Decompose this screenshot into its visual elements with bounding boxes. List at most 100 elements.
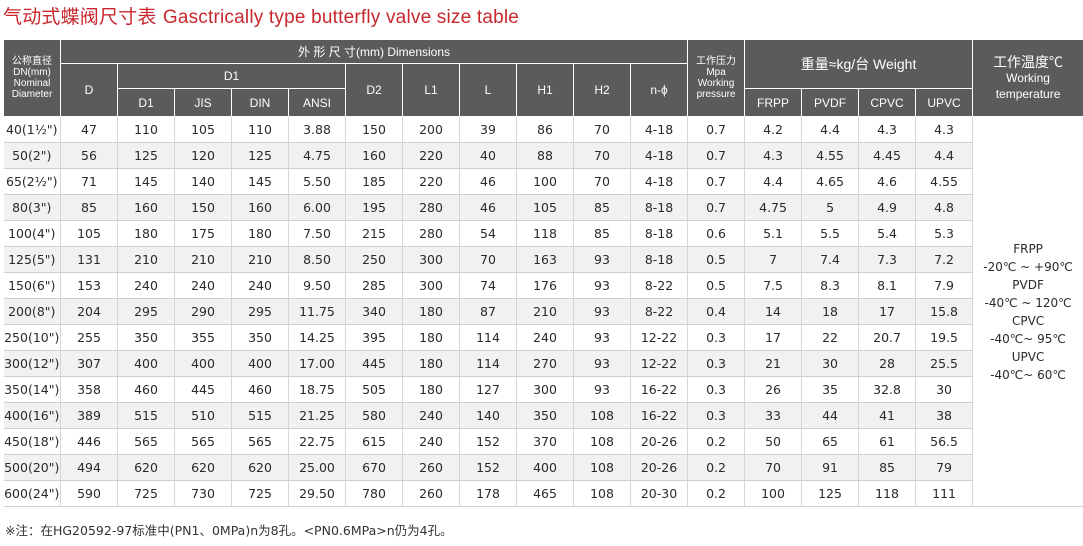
title-cn: 气动式蝶阀尺寸表 xyxy=(3,6,157,28)
table-cell: 5.5 xyxy=(801,220,860,247)
table-cell: 22.75 xyxy=(288,428,346,455)
table-cell: 300 xyxy=(516,376,574,403)
table-cell: 4.65 xyxy=(801,168,860,195)
temperature-line: PVDF xyxy=(1012,277,1044,292)
table-cell: 152 xyxy=(459,428,517,455)
table-cell: 5 xyxy=(801,194,860,221)
table-cell: 5.1 xyxy=(744,220,803,247)
table-cell: 4.4 xyxy=(915,142,974,169)
table-cell: 88 xyxy=(516,142,574,169)
table-cell: 41 xyxy=(858,402,917,429)
table-cell: 100 xyxy=(516,168,574,195)
table-cell: 19.5 xyxy=(915,324,974,351)
table-cell: 11.75 xyxy=(288,298,346,325)
header-dn-en1: DN(mm) xyxy=(13,67,51,78)
table-cell: 17 xyxy=(858,298,917,325)
page-title: 气动式蝶阀尺寸表 Gasctrically type butterfly val… xyxy=(3,3,519,31)
table-cell: 100 xyxy=(744,480,803,507)
table-cell: 17.00 xyxy=(288,350,346,377)
header-d1-group: D1 xyxy=(117,63,346,89)
table-header: 公称直径 DN(mm) Nominal Diameter 外 形 尺 寸(mm)… xyxy=(3,39,1083,117)
header-temp-cn: 工作温度℃ xyxy=(993,53,1064,70)
table-cell: 21.25 xyxy=(288,402,346,429)
table-cell: 145 xyxy=(231,168,289,195)
table-row: 600(24") 590 725 730 725 29.50 780 260 178 465 108… xyxy=(3,480,1083,507)
table-cell: 114 xyxy=(459,350,517,377)
table-cell: 70 xyxy=(573,168,631,195)
table-cell: 210 xyxy=(516,298,574,325)
table-cell: 7 xyxy=(744,246,803,273)
table-cell: 108 xyxy=(573,402,631,429)
table-cell: 4.75 xyxy=(288,142,346,169)
table-cell: 108 xyxy=(573,480,631,507)
table-cell: 4.3 xyxy=(858,116,917,143)
table-cell: 160 xyxy=(117,194,175,221)
table-cell: 260 xyxy=(402,454,460,481)
table-cell: 70 xyxy=(744,454,803,481)
table-cell: 4.8 xyxy=(915,194,974,221)
table-row: 300(12") 307 400 400 400 17.00 445 180 114 270 93 1… xyxy=(3,350,1083,377)
table-cell: 4.4 xyxy=(801,116,860,143)
table-row: 450(18") 446 565 565 565 22.75 615 240 152 370 108… xyxy=(3,428,1083,455)
header-n-phi: n-ϕ xyxy=(629,63,689,117)
table-cell: 125 xyxy=(117,142,175,169)
table-cell: 0.7 xyxy=(687,116,746,143)
table-cell: 120 xyxy=(174,142,232,169)
table-cell: 500(20") xyxy=(3,454,61,481)
table-cell: 180 xyxy=(117,220,175,247)
table-cell: 12-22 xyxy=(630,324,689,351)
table-cell: 176 xyxy=(516,272,574,299)
header-pressure-en2: Working xyxy=(697,78,735,89)
table-cell: 7.50 xyxy=(288,220,346,247)
table-cell: 4.3 xyxy=(915,116,974,143)
table-cell: 460 xyxy=(231,376,289,403)
table-cell: 114 xyxy=(459,324,517,351)
header-temperature: 工作温度℃ Working temperature xyxy=(972,39,1083,117)
table-cell: 15.8 xyxy=(915,298,974,325)
size-table: 公称直径 DN(mm) Nominal Diameter 外 形 尺 寸(mm)… xyxy=(3,39,1083,507)
table-cell: 185 xyxy=(345,168,403,195)
table-cell: 285 xyxy=(345,272,403,299)
table-cell: 260 xyxy=(402,480,460,507)
temperature-line: -40℃~ 60℃ xyxy=(990,367,1066,382)
header-din: DIN xyxy=(231,88,289,117)
table-cell: 4.9 xyxy=(858,194,917,221)
table-cell: 395 xyxy=(345,324,403,351)
table-cell: 93 xyxy=(573,350,631,377)
table-cell: 71 xyxy=(60,168,118,195)
table-cell: 140 xyxy=(459,402,517,429)
table-cell: 85 xyxy=(858,454,917,481)
table-cell: 4.75 xyxy=(744,194,803,221)
table-cell: 111 xyxy=(915,480,974,507)
table-cell: 460 xyxy=(117,376,175,403)
table-cell: 204 xyxy=(60,298,118,325)
header-temp-en2: temperature xyxy=(995,86,1061,101)
table-cell: 240 xyxy=(402,402,460,429)
temperature-line: CPVC xyxy=(1011,313,1045,328)
table-cell: 125 xyxy=(801,480,860,507)
table-row: 50(2") 56 125 120 125 4.75 160 220 40 88 70 4-18 0.7… xyxy=(3,142,1083,169)
header-temp-en1: Working xyxy=(1006,70,1050,85)
table-cell: 14 xyxy=(744,298,803,325)
table-row: 350(14") 358 460 445 460 18.75 505 180 127 300 93 1… xyxy=(3,376,1083,403)
table-cell: 105 xyxy=(174,116,232,143)
table-cell: 125(5") xyxy=(3,246,61,273)
table-cell: 340 xyxy=(345,298,403,325)
table-cell: 22 xyxy=(801,324,860,351)
table-cell: 150 xyxy=(345,116,403,143)
table-cell: 85 xyxy=(573,220,631,247)
header-pvdf: PVDF xyxy=(801,88,860,117)
table-cell: 16-22 xyxy=(630,402,689,429)
table-cell: 105 xyxy=(516,194,574,221)
header-cpvc: CPVC xyxy=(858,88,917,117)
header-l: L xyxy=(459,63,517,117)
table-cell: 400 xyxy=(516,454,574,481)
table-cell: 44 xyxy=(801,402,860,429)
table-cell: 178 xyxy=(459,480,517,507)
table-cell: 20-30 xyxy=(630,480,689,507)
table-cell: 20-26 xyxy=(630,454,689,481)
table-row: 400(16") 389 515 510 515 21.25 580 240 140 350 108… xyxy=(3,402,1083,429)
table-cell: 295 xyxy=(231,298,289,325)
table-cell: 91 xyxy=(801,454,860,481)
table-cell: 8-22 xyxy=(630,272,689,299)
